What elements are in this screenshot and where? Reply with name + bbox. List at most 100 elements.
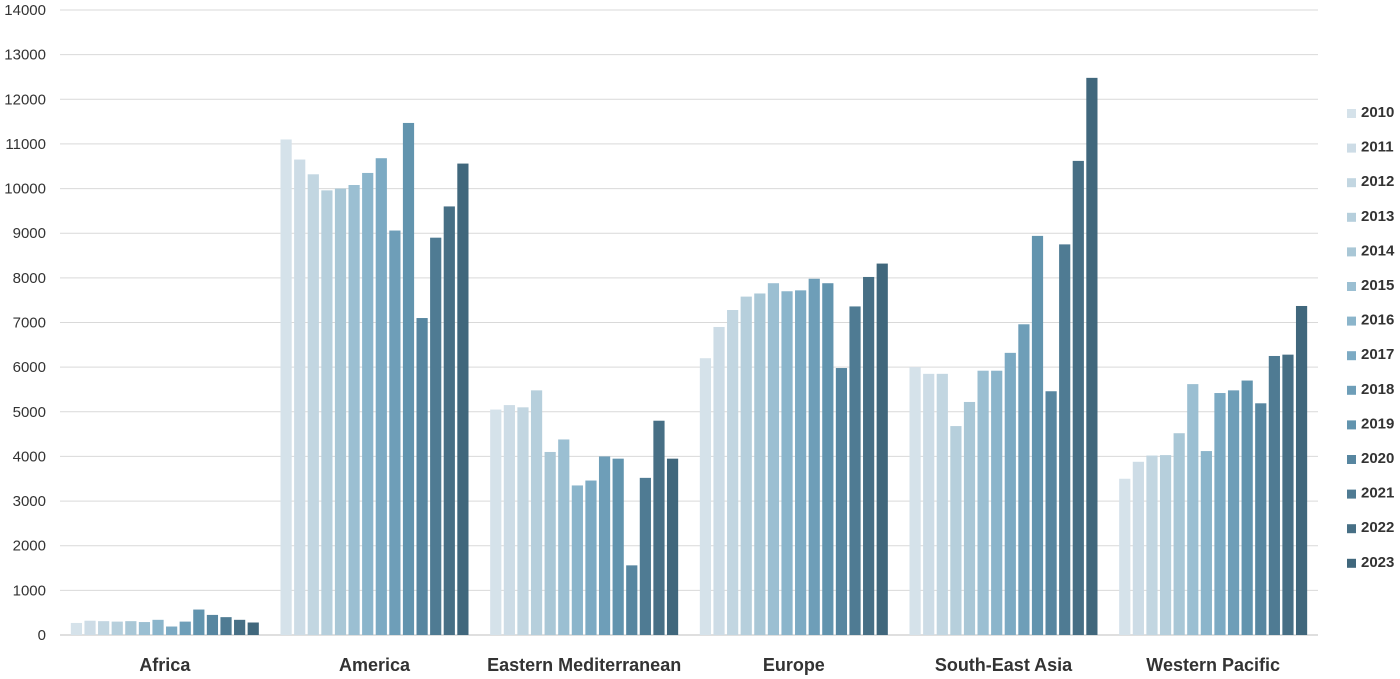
bar (740, 296, 752, 635)
bar (808, 278, 820, 635)
legend-item: 2019 (1347, 415, 1394, 432)
legend-item: 2013 (1347, 208, 1394, 225)
legend-swatch (1347, 420, 1356, 430)
legend-item: 2014 (1347, 242, 1395, 259)
bar (334, 188, 347, 636)
bar (517, 407, 529, 635)
y-tick-label: 0 (38, 627, 46, 644)
legend-swatch (1347, 558, 1356, 568)
bar (294, 159, 306, 635)
legend-item: 2010 (1347, 104, 1394, 121)
bar (767, 283, 780, 635)
bar (1119, 478, 1131, 635)
bar (193, 609, 205, 635)
legend-label: 2011 (1361, 139, 1394, 156)
legend-label: 2013 (1361, 208, 1394, 225)
legend-swatch (1347, 109, 1356, 118)
legend-item: 2022 (1347, 519, 1394, 536)
bar (98, 621, 110, 635)
bar (280, 139, 292, 635)
bar (457, 163, 469, 636)
grid-lines (60, 9, 1318, 636)
bar (443, 206, 455, 635)
bar (247, 622, 259, 635)
legend-label: 2021 (1361, 485, 1394, 502)
x-category-label: Africa (139, 655, 191, 675)
bar (1282, 354, 1294, 635)
y-tick-label: 9000 (13, 225, 46, 242)
y-tick-label: 8000 (13, 270, 46, 287)
bar (166, 626, 178, 635)
bar (321, 190, 333, 635)
bar (571, 485, 583, 635)
legend-item: 2017 (1347, 346, 1394, 363)
bar (1132, 461, 1144, 635)
bar-series (70, 77, 1308, 636)
y-tick-label: 11000 (5, 136, 46, 153)
legend-swatch (1347, 282, 1356, 291)
legend-swatch (1347, 524, 1356, 534)
bar (876, 263, 888, 635)
bar (416, 318, 428, 635)
legend-swatch (1347, 143, 1356, 153)
legend-label: 2019 (1361, 415, 1394, 432)
bar (822, 283, 834, 635)
legend-label: 2012 (1361, 173, 1394, 190)
y-tick-label: 12000 (4, 91, 46, 108)
bar (713, 326, 725, 635)
bar (963, 401, 976, 635)
legend-item: 2016 (1347, 312, 1394, 329)
bar (1086, 77, 1098, 636)
bar (220, 617, 232, 635)
bar (598, 456, 611, 635)
bar (1159, 455, 1172, 635)
legend-swatch (1347, 247, 1356, 257)
bar (402, 122, 415, 636)
bar (206, 614, 219, 635)
y-tick-label: 13000 (4, 47, 46, 64)
legend-label: 2018 (1361, 381, 1394, 398)
legend-swatch (1347, 489, 1356, 499)
bar (612, 458, 624, 635)
y-tick-label: 7000 (13, 315, 46, 332)
bar (1227, 390, 1240, 635)
y-tick-label: 6000 (13, 359, 46, 376)
bar (835, 368, 848, 635)
bar (909, 367, 921, 635)
bar (1031, 235, 1044, 635)
y-tick-label: 1000 (13, 582, 46, 599)
x-category-label: America (339, 655, 411, 675)
bar (1200, 451, 1212, 635)
y-tick-label: 4000 (13, 448, 46, 465)
legend-item: 2020 (1347, 450, 1394, 467)
legend-item: 2023 (1347, 554, 1394, 571)
bar (849, 306, 861, 635)
bar (639, 477, 651, 635)
bar (950, 426, 962, 635)
legend-item: 2012 (1347, 173, 1394, 190)
bar (125, 621, 137, 635)
x-category-label: Eastern Mediterranean (487, 655, 681, 675)
bar (362, 172, 374, 636)
x-category-label: Europe (763, 655, 825, 675)
bar (923, 373, 935, 635)
bar (754, 293, 766, 635)
bar (138, 622, 151, 635)
bar (234, 619, 246, 635)
bar (781, 291, 793, 635)
bar (70, 622, 83, 635)
legend-label: 2016 (1361, 312, 1394, 329)
y-tick-label: 10000 (4, 181, 46, 198)
legend-swatch (1347, 212, 1356, 222)
bar (1018, 324, 1030, 635)
legend-item: 2021 (1347, 485, 1394, 502)
legend-item: 2015 (1347, 277, 1394, 294)
bar (666, 458, 679, 635)
y-tick-label: 2000 (13, 538, 46, 555)
bar (1004, 352, 1016, 635)
legend-swatch (1347, 385, 1356, 395)
bar (430, 237, 442, 635)
bar (307, 174, 319, 636)
bar (727, 310, 739, 635)
